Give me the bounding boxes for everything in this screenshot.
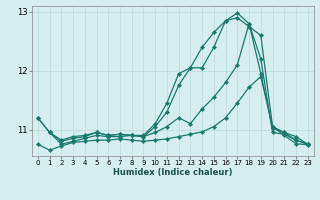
X-axis label: Humidex (Indice chaleur): Humidex (Indice chaleur)	[113, 168, 233, 177]
